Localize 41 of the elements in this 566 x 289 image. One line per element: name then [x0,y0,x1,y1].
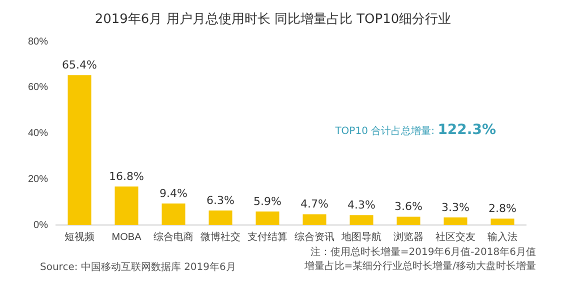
x-tick-label: 综合资讯 [294,230,335,243]
y-tick-label: 0% [34,220,48,231]
bar [114,186,138,225]
data-label: 5.9% [254,194,282,208]
y-tick-label: 80% [28,36,48,48]
bar [302,214,326,225]
bar [490,218,514,225]
bar [256,211,280,225]
chart-title: 2019年6月 用户月总使用时长 同比增量占比 TOP10细分行业 [94,12,452,28]
data-label: 16.8% [109,170,144,183]
x-tick-label: 短视频 [64,230,95,243]
y-tick-label: 40% [28,128,48,140]
y-tick-label: 60% [28,82,48,94]
x-tick-label: 微博社交 [200,230,241,243]
bar [350,215,374,225]
y-tick-label: 20% [28,174,48,185]
data-label: 4.3% [348,198,376,212]
x-tick-label: 社区交友 [436,230,476,243]
data-label: 2.8% [488,202,516,215]
bar [162,203,186,225]
data-label: 9.4% [160,186,188,200]
x-tick-label: 输入法 [488,230,518,243]
x-tick-label: 支付结算 [248,230,288,243]
bar [396,216,420,225]
bar [444,217,468,225]
data-label: 4.7% [300,198,328,211]
bar [208,210,232,225]
annotation: 122.3% [438,122,496,138]
x-tick-label: 综合电商 [154,230,194,243]
x-tick-label: MOBA [112,232,142,243]
x-tick-label: 浏览器 [394,230,424,243]
source-note: Source: 中国移动互联网数据库 2019年6月 [40,260,236,274]
data-label: 6.3% [206,194,234,207]
data-label: 65.4% [62,58,97,72]
bar [68,75,92,225]
text: 增量占比=某细分行业总时长增量/移动大盘时长增量 [304,260,536,274]
annotation: TOP10 合计占总增量: [335,126,434,137]
data-label: 3.3% [442,200,470,214]
x-tick-label: 地图导航 [340,230,382,243]
text: 注：使用总时长增量=2019年6月值-2018年6月值 [309,246,536,260]
data-label: 3.6% [394,200,422,214]
